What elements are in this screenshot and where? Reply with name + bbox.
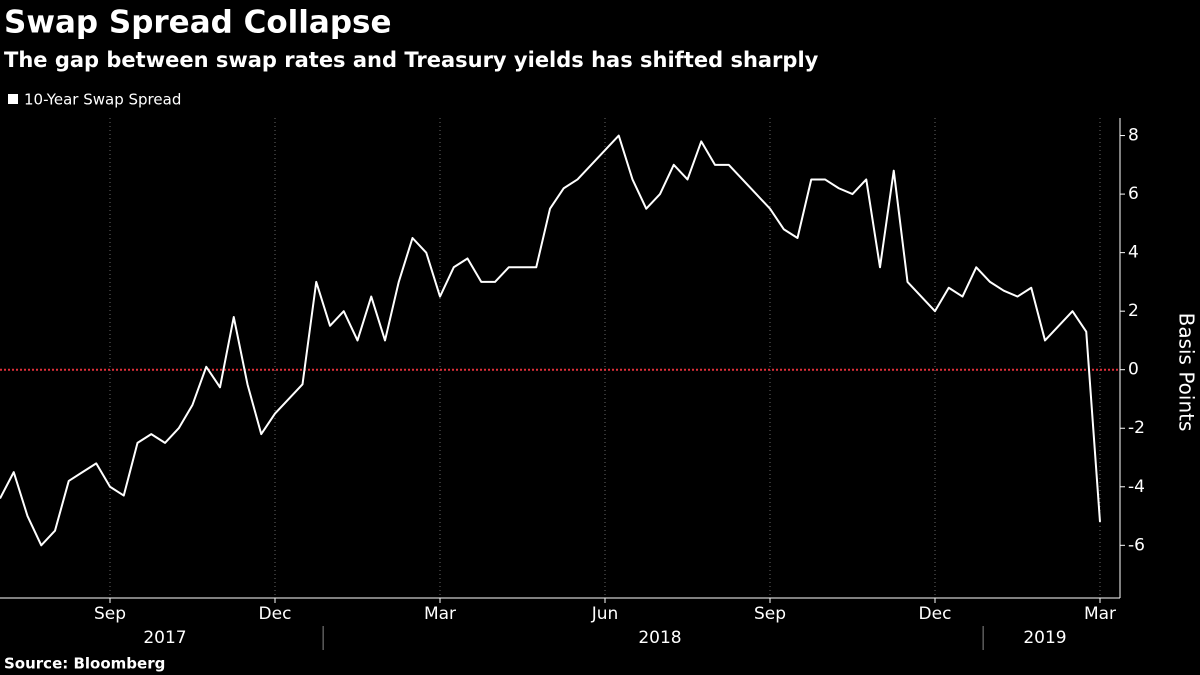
x-tick-label: Mar: [424, 604, 456, 624]
y-tick-label: 4: [1128, 243, 1139, 263]
legend-swatch: [8, 94, 18, 104]
y-tick-label: -2: [1128, 418, 1145, 438]
x-tick-label: Jun: [591, 604, 619, 624]
y-axis-label: Basis Points: [1175, 313, 1199, 432]
x-tick-label: Sep: [94, 604, 126, 624]
year-label: 2017: [143, 628, 186, 648]
y-tick-label: 0: [1128, 360, 1139, 380]
y-tick-label: -4: [1128, 477, 1145, 497]
x-tick-label: Dec: [259, 604, 292, 624]
chart-title: Swap Spread Collapse: [4, 5, 392, 41]
x-tick-label: Mar: [1084, 604, 1116, 624]
legend-label: 10-Year Swap Spread: [24, 91, 181, 109]
x-tick-label: Dec: [919, 604, 952, 624]
y-tick-label: -6: [1128, 535, 1145, 555]
chart-subtitle: The gap between swap rates and Treasury …: [4, 48, 819, 72]
y-tick-label: 2: [1128, 301, 1139, 321]
y-tick-label: 6: [1128, 184, 1139, 204]
source: Source: Bloomberg: [4, 655, 165, 673]
line: [0, 134, 1101, 547]
y-tick-label: 8: [1128, 126, 1139, 146]
year-label: 2019: [1023, 628, 1066, 648]
x-tick-label: Sep: [754, 604, 786, 624]
year-label: 2018: [638, 628, 681, 648]
